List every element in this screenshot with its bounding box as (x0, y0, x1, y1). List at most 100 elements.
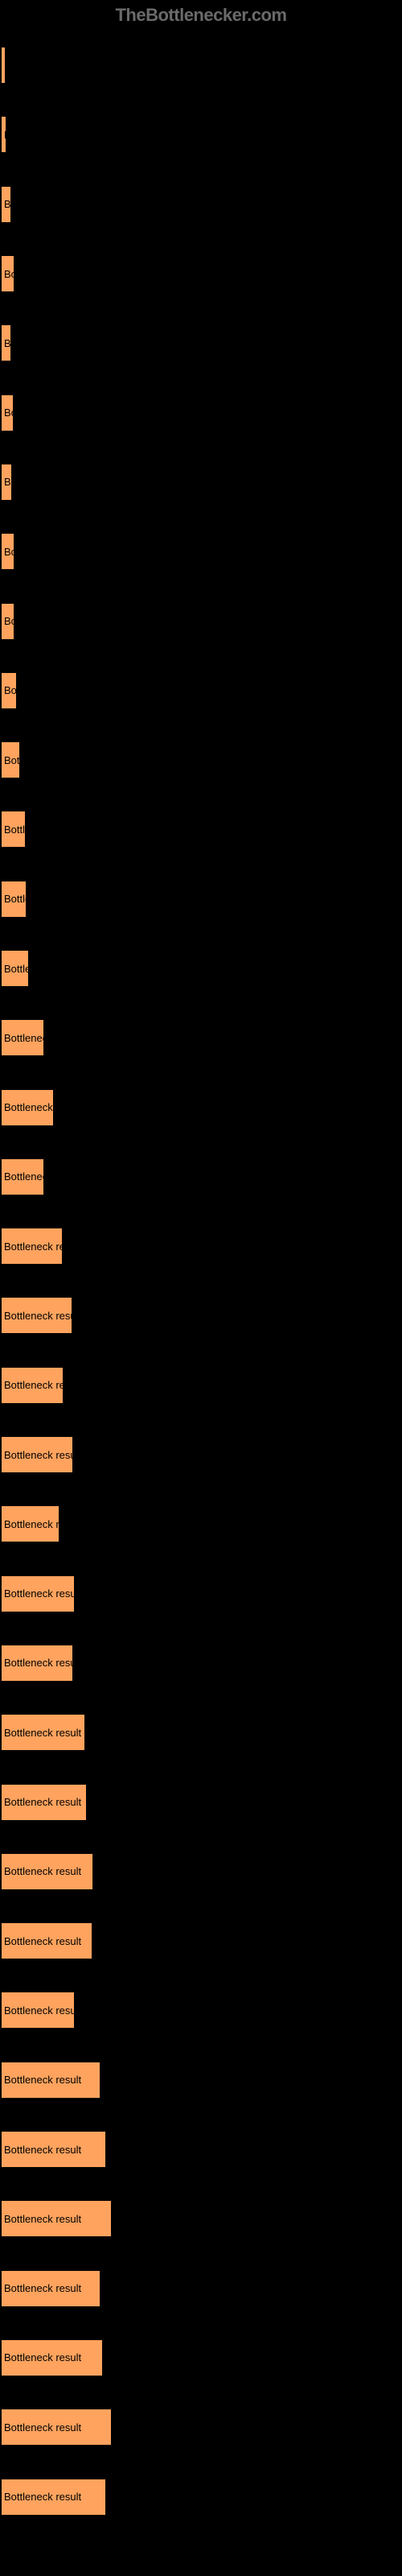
bar-label: Bo (4, 476, 11, 488)
bar-label: Bo (4, 337, 10, 349)
bar-row: B (0, 31, 402, 100)
bar: Bottleneck resul (2, 1368, 63, 1403)
bar-label: Bot (4, 684, 16, 696)
bar-chart: B B Bo Bo Bo Bo Bo Bo Bo Bot Bott Bottle Bottle Bottl… (0, 31, 402, 2532)
bar: Bo (2, 256, 14, 291)
bar-label: Bo (4, 198, 10, 210)
bar-label: Bottleneck r (4, 1170, 43, 1183)
bar: Bott (2, 742, 19, 778)
bar-row: Bottleneck result (0, 2184, 402, 2253)
bar-label: Bottleneck result (4, 2004, 74, 2017)
bar: Bottleneck result (2, 2201, 111, 2236)
bar-row: Bottleneck result (0, 1837, 402, 1906)
bar-row: Bottle (0, 795, 402, 864)
bar-row: Bottleneck result (0, 2046, 402, 2115)
bar: Bottleneck result (2, 1923, 92, 1959)
bar: Bot (2, 673, 16, 708)
bar: Bottleneck result (2, 2479, 105, 2515)
bar-label: Bottleneck result (4, 2351, 81, 2363)
bar: Bottleneck result (2, 1645, 72, 1681)
bar-row: B (0, 100, 402, 169)
bar-label: Bottleneck resul (4, 1241, 62, 1253)
bar-label: Bottleneck result (4, 1310, 72, 1322)
bar: Bottleneck re (2, 1090, 53, 1125)
bar-row: Bottleneck result (0, 1629, 402, 1698)
bar: Bottle (2, 811, 25, 847)
bar-label: Bottleneck result (4, 1935, 81, 1947)
bar: Bottleneck result (2, 1715, 84, 1750)
bar-row: Bottleneck r (0, 1142, 402, 1212)
bar: Bottleneck res (2, 1506, 59, 1542)
bar-row: Bottle (0, 934, 402, 1003)
bar-row: Bottleneck result (0, 1281, 402, 1350)
bar-label: Bottleneck result (4, 1796, 81, 1808)
bar: Bo (2, 325, 10, 361)
bar-row: Bottleneck result (0, 1906, 402, 1975)
bar: Bottleneck result (2, 1298, 72, 1333)
bar-label: Bo (4, 546, 14, 558)
bar: Bottleneck result (2, 1576, 74, 1612)
bar-label: Bottle (4, 824, 25, 836)
bar-row: Bottleneck result (0, 1767, 402, 1836)
bar-label: Bottleneck result (4, 2282, 81, 2294)
bar: Bo (2, 187, 10, 222)
bar-row: Bottle (0, 865, 402, 934)
bar: Bottleneck (2, 1020, 43, 1055)
bar-row: Bottleneck result (0, 2254, 402, 2323)
bar-label: Bottleneck result (4, 1449, 72, 1461)
bar-label: Bottleneck result (4, 2421, 81, 2434)
bar-row: Bo (0, 586, 402, 655)
bar-label: Bottleneck result (4, 1865, 81, 1877)
bar: Bottleneck r (2, 1159, 43, 1195)
bar-label: Bottleneck (4, 1032, 43, 1044)
bar-label: Bottleneck re (4, 1101, 53, 1113)
bar-label: Bottleneck result (4, 2213, 81, 2225)
bar-label: Bott (4, 754, 19, 766)
bar-row: Bo (0, 517, 402, 586)
bar: Bottleneck result (2, 1785, 86, 1820)
bar-label: Bottleneck result (4, 2074, 81, 2086)
bar-row: Bottleneck result (0, 2392, 402, 2462)
bar-label: Bottleneck resul (4, 1379, 63, 1391)
bar-row: Bottleneck result (0, 2462, 402, 2531)
bar-label: Bottleneck result (4, 2144, 81, 2156)
bar: Bo (2, 534, 14, 569)
bar-row: Bottleneck result (0, 1420, 402, 1489)
bar: Bottleneck result (2, 1854, 92, 1889)
bar-row: Bot (0, 656, 402, 725)
bar-row: Bottleneck result (0, 2323, 402, 2392)
bar: Bottleneck resul (2, 1228, 62, 1264)
bar-row: Bottleneck resul (0, 1351, 402, 1420)
bar: Bottleneck result (2, 2409, 111, 2445)
bar-label: Bottle (4, 963, 28, 975)
bar: B (2, 47, 5, 83)
bar-label: Bo (4, 407, 13, 419)
bar-row: Bottleneck result (0, 1559, 402, 1629)
bar-row: Bo (0, 239, 402, 308)
bar: Bottleneck result (2, 1992, 74, 2028)
bar-row: Bo (0, 378, 402, 447)
bar-label: Bo (4, 615, 14, 627)
bar-row: Bo (0, 170, 402, 239)
bar-row: Bottleneck (0, 1003, 402, 1072)
bar: Bo (2, 604, 14, 639)
bar-label: Bottleneck result (4, 1727, 81, 1739)
bar-row: Bo (0, 308, 402, 378)
bar-row: Bottleneck resul (0, 1212, 402, 1281)
bar: Bottleneck result (2, 1437, 72, 1472)
bar: Bo (2, 464, 11, 500)
bar: Bottleneck result (2, 2062, 100, 2098)
bar-row: Bottleneck result (0, 1698, 402, 1767)
bar-label: Bottleneck result (4, 1657, 72, 1669)
bar-label: Bottleneck result (4, 1587, 74, 1600)
bar: B (2, 117, 6, 152)
bar-row: Bottleneck re (0, 1072, 402, 1141)
bar-label: Bottleneck result (4, 2491, 81, 2503)
bar-row: Bottleneck result (0, 2115, 402, 2184)
bar-row: Bott (0, 725, 402, 795)
bar-label: Bo (4, 268, 14, 280)
bar: Bo (2, 395, 13, 431)
bar-label: B (4, 129, 6, 141)
bar: Bottleneck result (2, 2132, 105, 2167)
bar-label: Bottle (4, 893, 26, 905)
